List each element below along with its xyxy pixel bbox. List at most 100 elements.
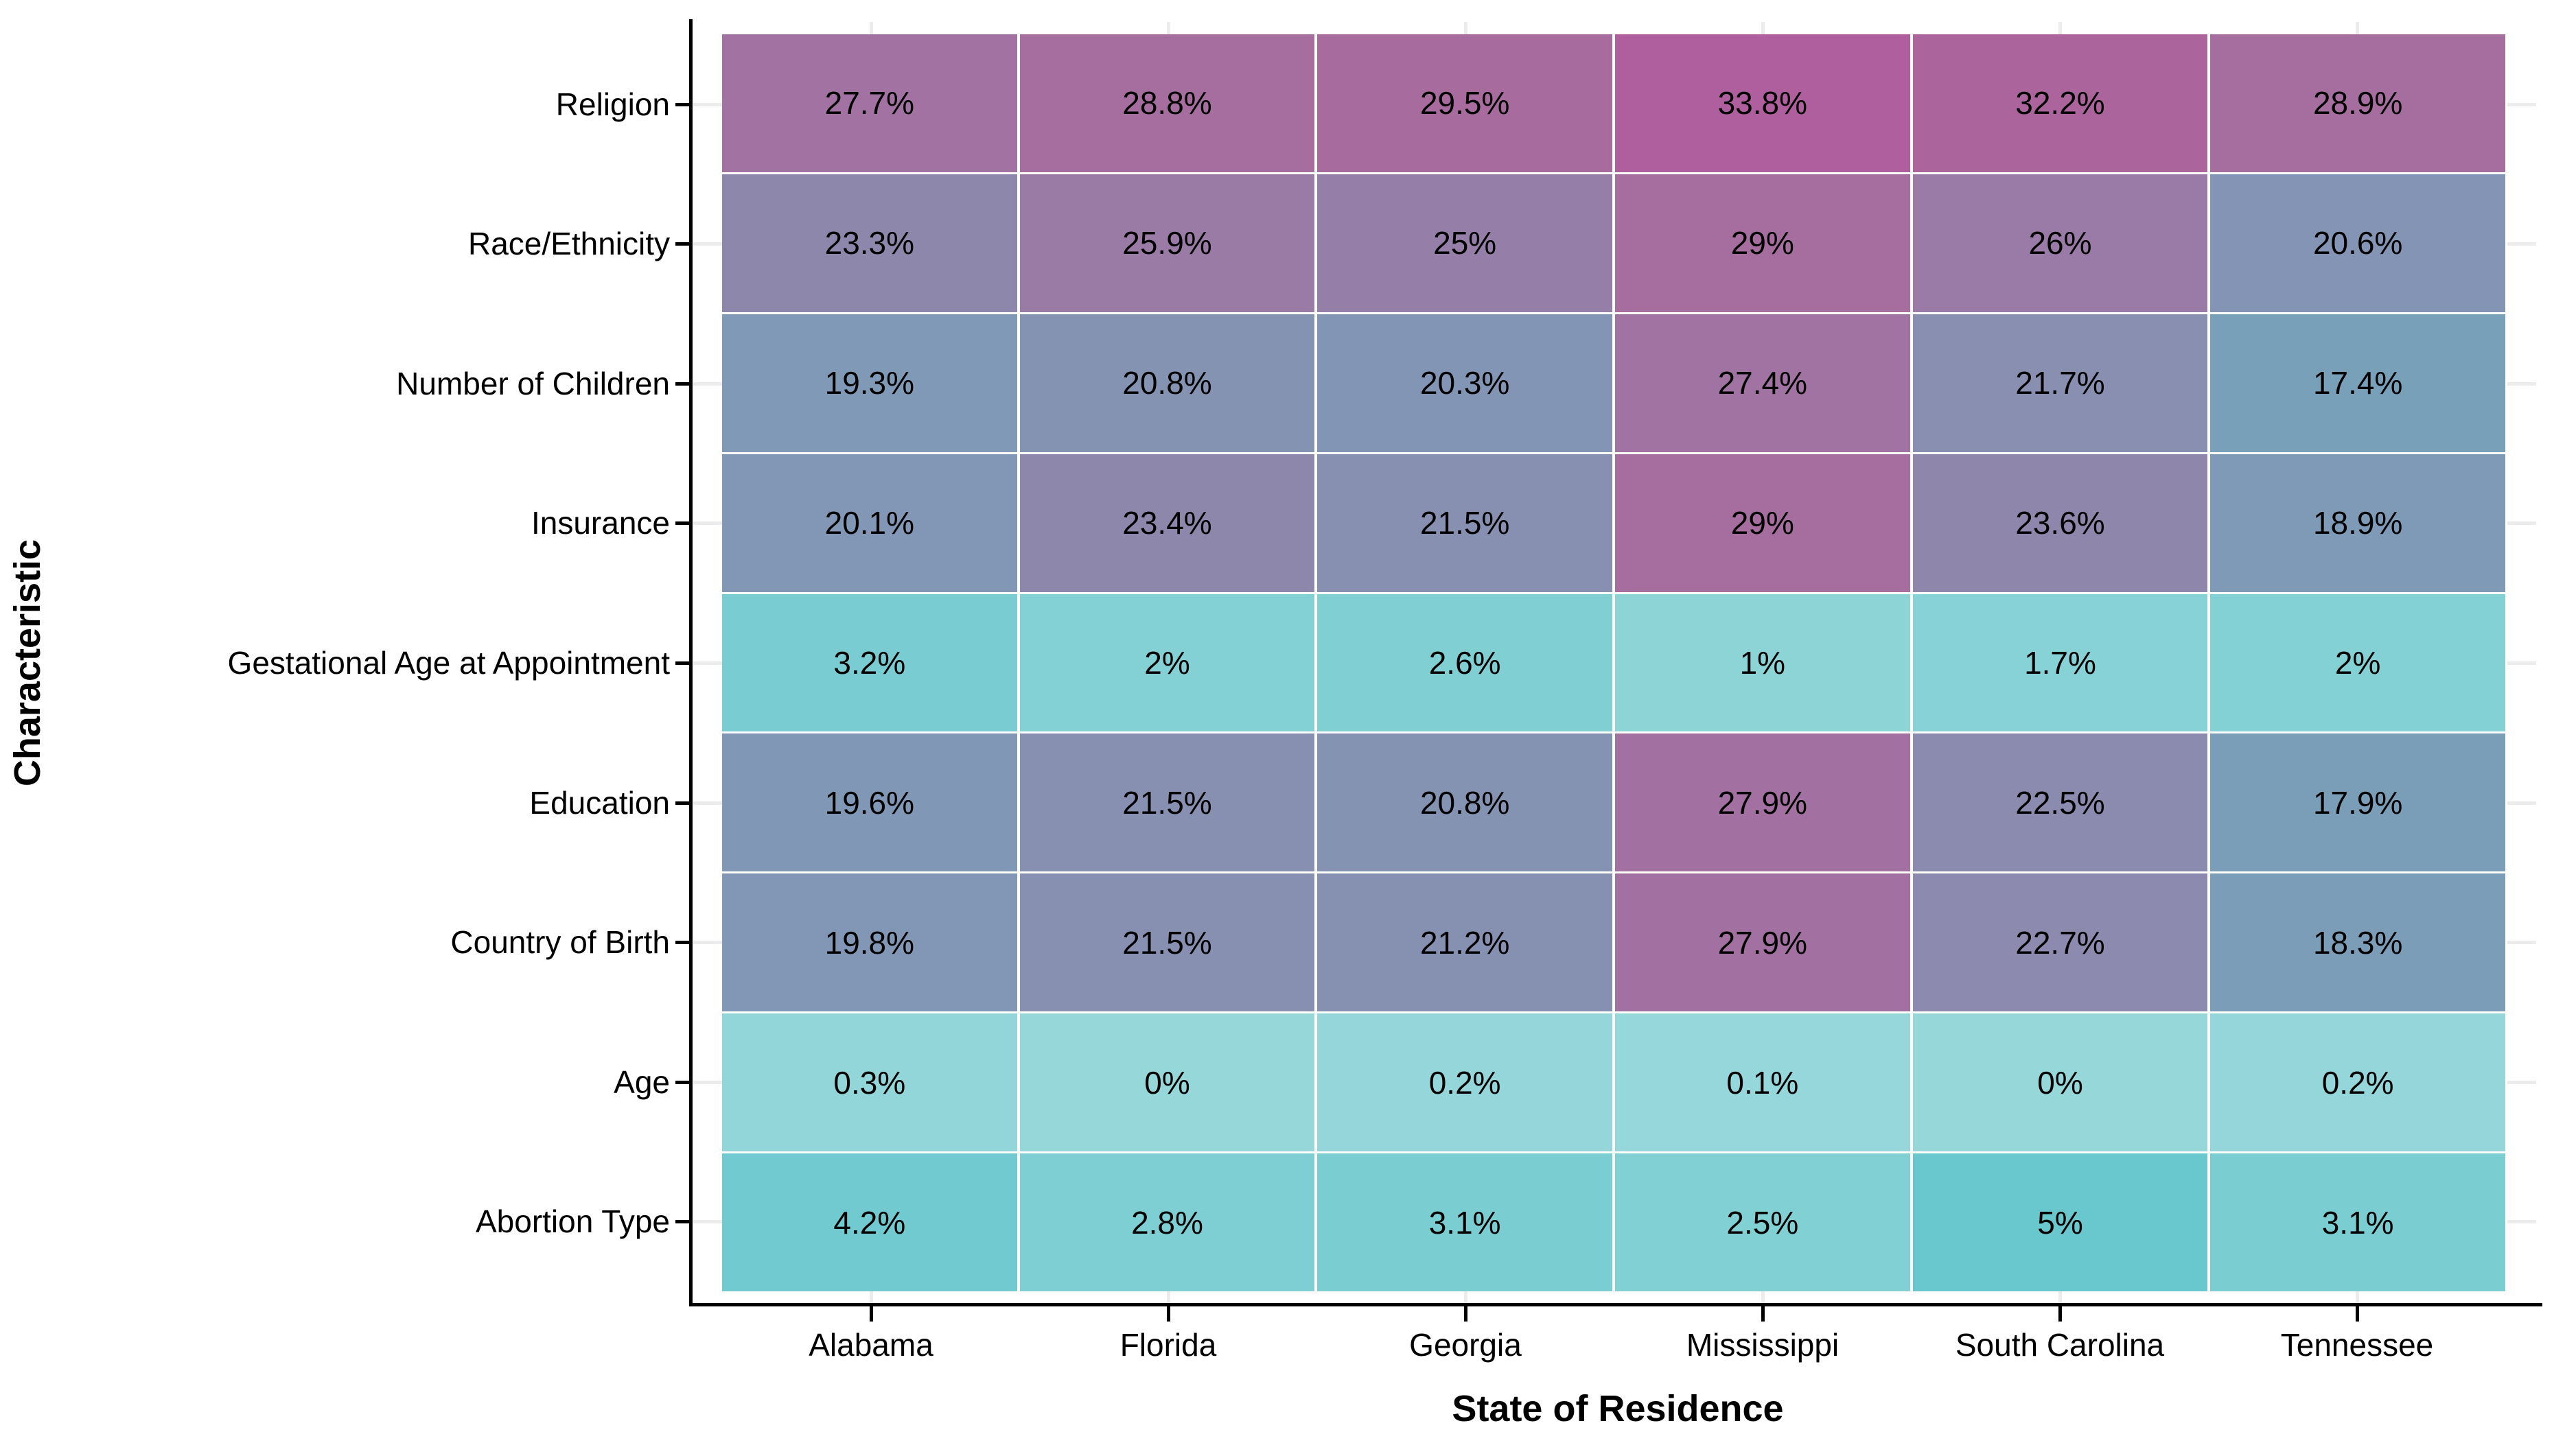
heatmap-cell: 20.8% [1019,314,1315,452]
gridline-stub [2058,1291,2062,1303]
y-tick [675,1081,689,1084]
x-axis-label: Alabama [809,1327,933,1363]
heatmap-cell: 19.6% [722,733,1017,872]
gridline-stub [2356,22,2359,34]
heatmap-cell: 27.4% [1614,314,1910,452]
heatmap-cell: 3.1% [1317,1153,1612,1291]
y-axis-label: Abortion Type [475,1203,670,1239]
heatmap-cell: 23.3% [722,174,1017,312]
heatmap-cell: 18.3% [2210,873,2505,1012]
gridline-stub [1761,1291,1765,1303]
x-tick [1167,1306,1170,1322]
heatmap-cell: 20.3% [1317,314,1612,452]
gridline-stub [1464,1291,1467,1303]
x-axis-label: Mississippi [1686,1327,1839,1363]
heatmap-cell: 3.1% [2210,1153,2505,1291]
heatmap-cell: 1.7% [1912,594,2208,732]
gridline-stub [693,103,722,106]
heatmap-cell: 27.9% [1614,873,1910,1012]
y-tick [675,1220,689,1223]
x-tick [2058,1306,2062,1322]
heatmap-cell: 0.2% [2210,1013,2505,1152]
heatmap-cell: 22.7% [1912,873,2208,1012]
y-axis-label: Gestational Age at Appointment [227,645,670,681]
y-tick [675,521,689,525]
heatmap-cell: 33.8% [1614,34,1910,172]
heatmap-cell: 2% [1019,594,1315,732]
x-axis-label: Georgia [1409,1327,1522,1363]
y-axis-label: Race/Ethnicity [467,226,670,261]
x-axis-title: State of Residence [1452,1388,1784,1429]
heatmap-cell: 0% [1019,1013,1315,1152]
y-axis-label: Country of Birth [450,924,670,960]
heatmap-cell: 21.5% [1317,454,1612,592]
heatmap-cell: 27.7% [722,34,1017,172]
heatmap-cell: 20.1% [722,454,1017,592]
gridline-stub [693,1220,722,1223]
gridline-stub [693,801,722,805]
gridline-stub [693,1081,722,1084]
heatmap-cell: 21.5% [1019,873,1315,1012]
heatmap-cell: 28.8% [1019,34,1315,172]
heatmap-cell: 3.2% [722,594,1017,732]
y-tick [675,382,689,386]
gridline-stub [2507,941,2536,944]
gridline-stub [2507,242,2536,246]
gridline-stub [2507,382,2536,386]
heatmap-cell: 2.6% [1317,594,1612,732]
gridline-stub [2507,661,2536,665]
heatmap-cell: 18.9% [2210,454,2505,592]
heatmap-cell: 17.4% [2210,314,2505,452]
heatmap-cell: 29% [1614,174,1910,312]
heatmap-cell: 19.3% [722,314,1017,452]
heatmap-cell: 21.2% [1317,873,1612,1012]
heatmap-cell: 20.6% [2210,174,2505,312]
y-axis-label: Education [529,785,670,821]
y-tick [675,242,689,246]
y-axis-title-box: Characteristic [0,471,220,855]
x-tick [1464,1306,1467,1322]
heatmap-cell: 19.8% [722,873,1017,1012]
heatmap-cell: 5% [1912,1153,2208,1291]
gridline-stub [693,661,722,665]
gridline-stub [693,941,722,944]
y-tick [675,661,689,665]
y-axis-label: Age [614,1064,670,1100]
gridline-stub [2058,22,2062,34]
y-axis-label: Insurance [531,505,670,541]
heatmap-cell: 26% [1912,174,2208,312]
heatmap-cell: 28.9% [2210,34,2505,172]
y-axis-title: Characteristic [7,539,48,787]
heatmap-tiles: 27.7% 28.8% 29.5% 33.8% 32.2% 28.9% 23.3% 25.9%… [722,34,2505,1291]
y-tick [675,801,689,805]
x-tick [870,1306,873,1322]
heatmap-cell: 2.5% [1614,1153,1910,1291]
heatmap-cell: 0.2% [1317,1013,1612,1152]
gridline-stub [693,521,722,525]
gridline-stub [870,1291,873,1303]
x-axis-line [689,1303,2542,1306]
gridline-stub [693,242,722,246]
heatmap-cell: 23.6% [1912,454,2208,592]
heatmap-cell: 4.2% [722,1153,1017,1291]
heatmap-cell: 25% [1317,174,1612,312]
heatmap-cell: 32.2% [1912,34,2208,172]
heatmap-cell: 29.5% [1317,34,1612,172]
gridline-stub [2507,801,2536,805]
heatmap-cell: 1% [1614,594,1910,732]
y-axis-line [689,19,693,1306]
x-axis-label: South Carolina [1955,1327,2165,1363]
heatmap-cell: 21.7% [1912,314,2208,452]
x-tick [2356,1306,2359,1322]
gridline-stub [2507,1220,2536,1223]
heatmap-cell: 2.8% [1019,1153,1315,1291]
x-axis-label: Florida [1119,1327,1217,1363]
heatmap-cell: 21.5% [1019,733,1315,872]
heatmap-cell: 0.3% [722,1013,1017,1152]
y-axis-label: Religion [555,86,670,122]
gridline-stub [1761,22,1765,34]
y-tick [675,941,689,944]
y-axis-label: Number of Children [396,366,670,401]
heatmap-cell: 25.9% [1019,174,1315,312]
